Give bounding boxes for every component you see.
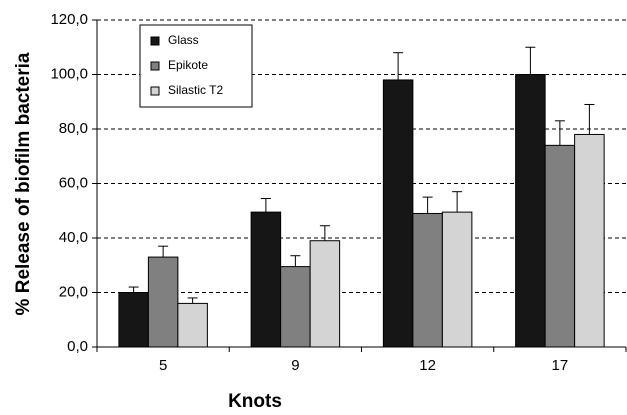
bar (309, 240, 341, 348)
y-tick-label: 80,0 (59, 120, 88, 137)
error-bar (393, 52, 404, 80)
x-tick-label: 17 (552, 357, 569, 374)
bar (177, 302, 208, 348)
legend-swatch (150, 36, 160, 46)
bar (544, 144, 576, 348)
error-bar (525, 46, 536, 75)
legend-label: Silastic T2 (168, 83, 223, 97)
error-bar (319, 225, 330, 241)
bar (412, 212, 443, 348)
x-axis-title: Knots (228, 391, 282, 412)
bar (280, 266, 311, 348)
bar (147, 256, 179, 348)
error-bar (452, 191, 463, 213)
legend-swatch (150, 86, 160, 96)
y-tick-label: 100,0 (50, 65, 88, 82)
y-tick-label: 20,0 (59, 283, 88, 300)
legend-swatch (150, 61, 160, 71)
y-tick-label: 120,0 (50, 11, 88, 28)
error-bar (260, 197, 271, 213)
bar (574, 133, 605, 348)
y-tick-label: 60,0 (59, 174, 88, 191)
bar (515, 74, 546, 348)
error-bar (187, 297, 198, 304)
error-bar (422, 196, 433, 214)
legend-label: Glass (168, 33, 199, 47)
error-bar (290, 255, 301, 267)
x-tick-label: 12 (419, 357, 436, 374)
y-axis-title: % Release of biofilm bacteria (13, 52, 34, 315)
y-tick-label: 0,0 (67, 338, 88, 355)
x-tick-label: 9 (291, 357, 299, 374)
error-bar (128, 286, 139, 293)
error-bar (158, 245, 169, 258)
bar (382, 79, 414, 348)
bar (250, 211, 282, 348)
error-bar (584, 103, 595, 135)
legend-label: Epikote (168, 58, 208, 72)
error-bar (554, 120, 565, 146)
x-tick-label: 5 (159, 357, 167, 374)
y-tick-label: 40,0 (59, 229, 88, 246)
bar (441, 211, 473, 348)
bar (118, 292, 149, 348)
